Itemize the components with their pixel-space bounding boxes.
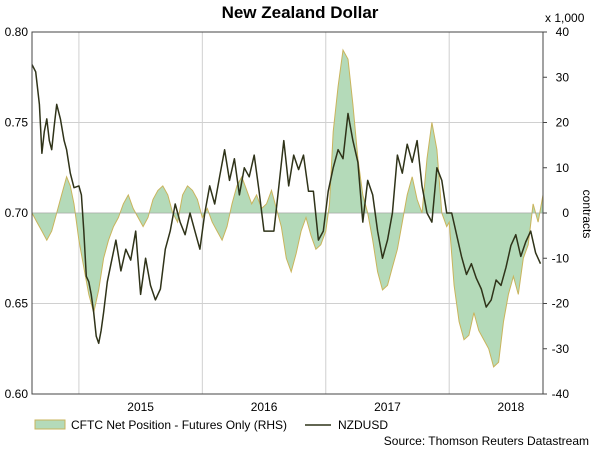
x-tick-label: 2018 (498, 400, 525, 414)
legend-swatch-cftc (34, 419, 66, 430)
left-axis: 0.80 0.75 0.70 0.65 0.60 (5, 25, 29, 401)
left-tick-label: 0.80 (5, 25, 29, 39)
right-tick-label: 10 (556, 161, 570, 175)
right-tick-label: 20 (556, 116, 570, 130)
source-note: Source: Thomson Reuters Datastream (384, 434, 589, 448)
x-tick-label: 2015 (127, 400, 154, 414)
legend: CFTC Net Position - Futures Only (RHS) N… (34, 418, 388, 432)
area-layer (31, 48, 544, 368)
nzdusd-line (31, 64, 542, 345)
x-axis: 2015 2016 2017 2018 (127, 400, 524, 414)
chart-title: New Zealand Dollar (222, 3, 379, 22)
line-layer (31, 64, 542, 345)
right-axis: 40 30 20 10 0 -10 -20 -30 -40 (543, 25, 569, 401)
right-axis-unit: x 1,000 (545, 11, 585, 25)
legend-label-cftc: CFTC Net Position - Futures Only (RHS) (71, 418, 287, 432)
x-tick-label: 2016 (251, 400, 278, 414)
cftc-net-position-edge (31, 48, 544, 368)
left-tick-label: 0.65 (5, 297, 29, 311)
right-tick-label: -30 (552, 342, 570, 356)
left-tick-label: 0.60 (5, 387, 29, 401)
x-tick-label: 2017 (374, 400, 401, 414)
legend-label-nzdusd: NZDUSD (338, 418, 388, 432)
right-tick-label: 0 (562, 206, 569, 220)
right-tick-label: -10 (552, 251, 570, 265)
right-tick-label: -20 (552, 297, 570, 311)
left-tick-label: 0.75 (5, 116, 29, 130)
cftc-net-position-area (32, 50, 543, 367)
right-tick-label: 30 (556, 70, 570, 84)
left-tick-label: 0.70 (5, 206, 29, 220)
right-tick-label: 40 (556, 25, 570, 39)
right-axis-label: contracts (580, 190, 594, 239)
right-tick-label: -40 (552, 387, 570, 401)
